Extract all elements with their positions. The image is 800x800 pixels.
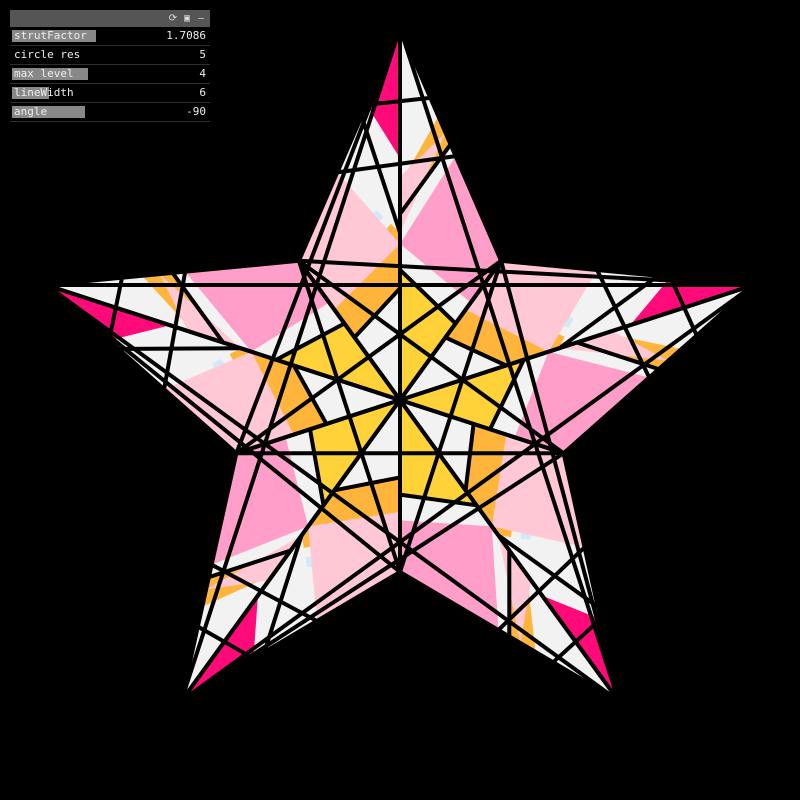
strut-line xyxy=(179,451,566,703)
star-tile-59 xyxy=(159,274,241,349)
star-tile-23 xyxy=(559,331,669,361)
star-tile-48 xyxy=(276,323,400,400)
strut-line xyxy=(463,421,476,493)
strut-line xyxy=(488,357,526,432)
linewidth-label: lineWidth xyxy=(14,86,74,99)
strut-line xyxy=(398,142,453,216)
linewidth-slider-fill xyxy=(12,87,49,99)
strut-line xyxy=(234,398,402,456)
strutfactor-label: strutFactor xyxy=(14,29,87,42)
reset-icon[interactable]: ⟳ xyxy=(168,13,178,24)
max-level-slider[interactable]: max level 4 xyxy=(10,65,210,84)
strut-line xyxy=(499,258,621,703)
strut-line xyxy=(496,533,600,609)
strut-line xyxy=(209,562,319,623)
strut-line xyxy=(296,258,566,456)
strut-line xyxy=(496,545,587,632)
circle-res-slider[interactable]: circle res 5 xyxy=(10,46,210,65)
strut-line xyxy=(44,283,402,574)
strut-line xyxy=(170,270,226,345)
strut-line xyxy=(359,114,402,235)
strut-line xyxy=(206,548,293,580)
minimize-icon[interactable]: – xyxy=(197,13,205,24)
max-level-slider-fill xyxy=(12,68,88,80)
star-tile-18 xyxy=(647,285,754,336)
strutfactor-slider-fill xyxy=(12,30,96,42)
circle-res-value: 5 xyxy=(199,48,206,61)
strut-line xyxy=(274,321,347,362)
strut-line xyxy=(116,346,243,351)
star-tile-13 xyxy=(400,337,507,400)
star-tile-35 xyxy=(498,535,532,643)
strut-line xyxy=(574,340,661,372)
strut-line xyxy=(296,258,756,287)
strut-line xyxy=(162,269,188,392)
star-tile-22 xyxy=(514,351,650,454)
strut-line xyxy=(291,363,329,426)
strut-line xyxy=(398,492,479,508)
angle-slider-fill xyxy=(12,106,85,118)
star-tile-0 xyxy=(400,269,456,400)
strut-line xyxy=(234,26,402,456)
star-tile-34 xyxy=(400,520,499,630)
star-tile-1 xyxy=(354,288,400,400)
strut-line xyxy=(443,335,509,368)
control-panel-header: ⟳ ▣ – xyxy=(10,10,210,27)
angle-value: -90 xyxy=(186,105,206,118)
strut-line xyxy=(262,533,304,654)
strut-line xyxy=(332,475,402,493)
strut-line xyxy=(595,268,652,380)
strut-line xyxy=(335,154,458,175)
strut-line xyxy=(107,275,124,343)
max-level-value: 4 xyxy=(199,67,206,80)
circle-res-label: circle res xyxy=(14,48,81,61)
angle-slider[interactable]: angle -90 xyxy=(10,103,210,122)
strut-line xyxy=(195,624,256,661)
linewidth-value: 6 xyxy=(199,86,206,99)
star-tile-53 xyxy=(46,285,171,341)
strut-line xyxy=(398,267,458,326)
star-tile-5 xyxy=(366,28,400,159)
strut-line xyxy=(364,95,433,107)
control-panel: ⟳ ▣ – strutFactor 1.7086 circle res 5 ma… xyxy=(10,10,210,122)
strut-line xyxy=(668,275,699,338)
star-tile-12 xyxy=(400,359,524,430)
strut-line xyxy=(296,258,402,402)
linewidth-slider[interactable]: lineWidth 6 xyxy=(10,84,210,103)
angle-label: angle xyxy=(14,105,48,118)
max-level-label: max level xyxy=(14,67,74,80)
strutfactor-slider[interactable]: strutFactor 1.7086 xyxy=(10,27,210,46)
strut-line xyxy=(352,286,402,340)
star-strut-lines xyxy=(44,26,756,703)
strut-line xyxy=(308,427,326,508)
strut-line xyxy=(557,273,660,351)
strut-line xyxy=(551,617,603,665)
strutfactor-value: 1.7086 xyxy=(166,29,206,42)
star-tile-56 xyxy=(164,351,294,454)
save-icon[interactable]: ▣ xyxy=(183,13,191,24)
